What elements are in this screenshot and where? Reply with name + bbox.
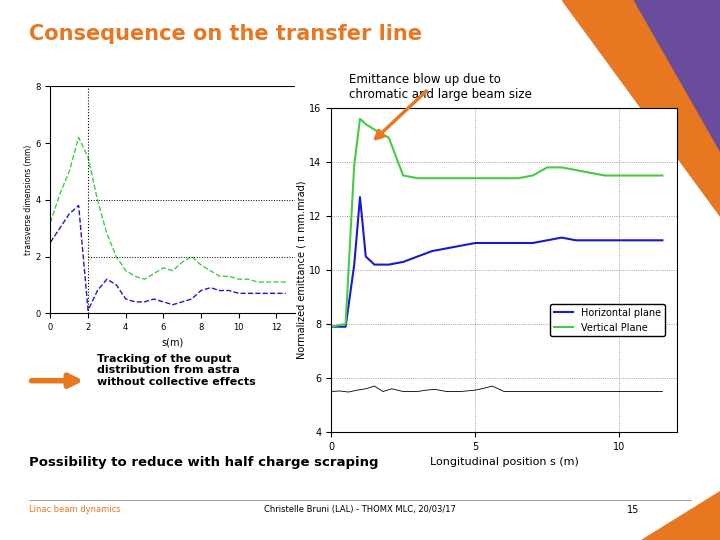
Legend: Horizontal plane, Vertical Plane: Horizontal plane, Vertical Plane (550, 304, 665, 336)
Text: 15: 15 (627, 505, 640, 515)
Horizontal plane (413, 253, 422, 260)
Horizontal plane (557, 234, 566, 241)
Horizontal plane (442, 245, 451, 252)
Horizontal plane (600, 237, 609, 244)
Text: Consequence on the transfer line: Consequence on the transfer line (29, 24, 422, 44)
Horizontal plane (658, 237, 667, 244)
Y-axis label: transverse dimensions (mm): transverse dimensions (mm) (24, 145, 32, 255)
Vertical Plane (644, 172, 652, 179)
Vertical Plane (528, 172, 537, 179)
Vertical Plane (456, 175, 465, 181)
Vertical Plane (514, 175, 523, 181)
Horizontal plane (356, 194, 364, 200)
Horizontal plane (528, 240, 537, 246)
Horizontal plane (471, 240, 480, 246)
Y-axis label: Normalized emittance ( π mm.mrad): Normalized emittance ( π mm.mrad) (297, 181, 306, 359)
Vertical Plane (361, 121, 370, 127)
Horizontal plane (327, 323, 336, 330)
Text: Linac beam dynamics: Linac beam dynamics (29, 505, 120, 514)
Vertical Plane (557, 164, 566, 171)
Vertical Plane (442, 175, 451, 181)
Horizontal plane (644, 237, 652, 244)
Text: ThomX: ThomX (575, 511, 615, 521)
Horizontal plane (629, 237, 638, 244)
Text: Possibility to reduce with half charge scraping: Possibility to reduce with half charge s… (29, 456, 378, 469)
Horizontal plane (500, 240, 508, 246)
Horizontal plane (543, 237, 552, 244)
Horizontal plane (586, 237, 595, 244)
Vertical Plane (327, 323, 336, 330)
Horizontal plane (341, 323, 350, 330)
Vertical Plane (384, 134, 393, 141)
Vertical Plane (471, 175, 480, 181)
Horizontal plane (384, 261, 393, 268)
Vertical Plane (485, 175, 494, 181)
Horizontal plane (428, 248, 436, 254)
Vertical Plane (428, 175, 436, 181)
Vertical Plane (600, 172, 609, 179)
Horizontal plane (615, 237, 624, 244)
X-axis label: s(m): s(m) (162, 338, 184, 347)
Vertical Plane (615, 172, 624, 179)
Line: Vertical Plane: Vertical Plane (331, 119, 662, 327)
Horizontal plane (399, 259, 408, 265)
Text: Emittance blow up due to
chromatic and large beam size: Emittance blow up due to chromatic and l… (349, 73, 532, 101)
Vertical Plane (543, 164, 552, 171)
Vertical Plane (572, 167, 580, 173)
Horizontal plane (361, 253, 370, 260)
Horizontal plane (350, 261, 359, 268)
Horizontal plane (514, 240, 523, 246)
Vertical Plane (341, 321, 350, 327)
Vertical Plane (586, 170, 595, 176)
Text: Christelle Bruni (LAL) - THOMX MLC, 20/03/17: Christelle Bruni (LAL) - THOMX MLC, 20/0… (264, 505, 456, 514)
Vertical Plane (629, 172, 638, 179)
Polygon shape (641, 491, 720, 540)
Horizontal plane (485, 240, 494, 246)
Horizontal plane (456, 242, 465, 249)
X-axis label: Longitudinal position s (m): Longitudinal position s (m) (430, 457, 578, 467)
Vertical Plane (356, 116, 364, 122)
Line: Horizontal plane: Horizontal plane (331, 197, 662, 327)
Vertical Plane (413, 175, 422, 181)
Horizontal plane (370, 261, 379, 268)
Vertical Plane (370, 126, 379, 133)
Vertical Plane (399, 172, 408, 179)
Horizontal plane (572, 237, 580, 244)
Vertical Plane (500, 175, 508, 181)
Text: Tracking of the ouput
distribution from astra
without collective effects: Tracking of the ouput distribution from … (97, 354, 256, 387)
Vertical Plane (658, 172, 667, 179)
Vertical Plane (350, 161, 359, 168)
